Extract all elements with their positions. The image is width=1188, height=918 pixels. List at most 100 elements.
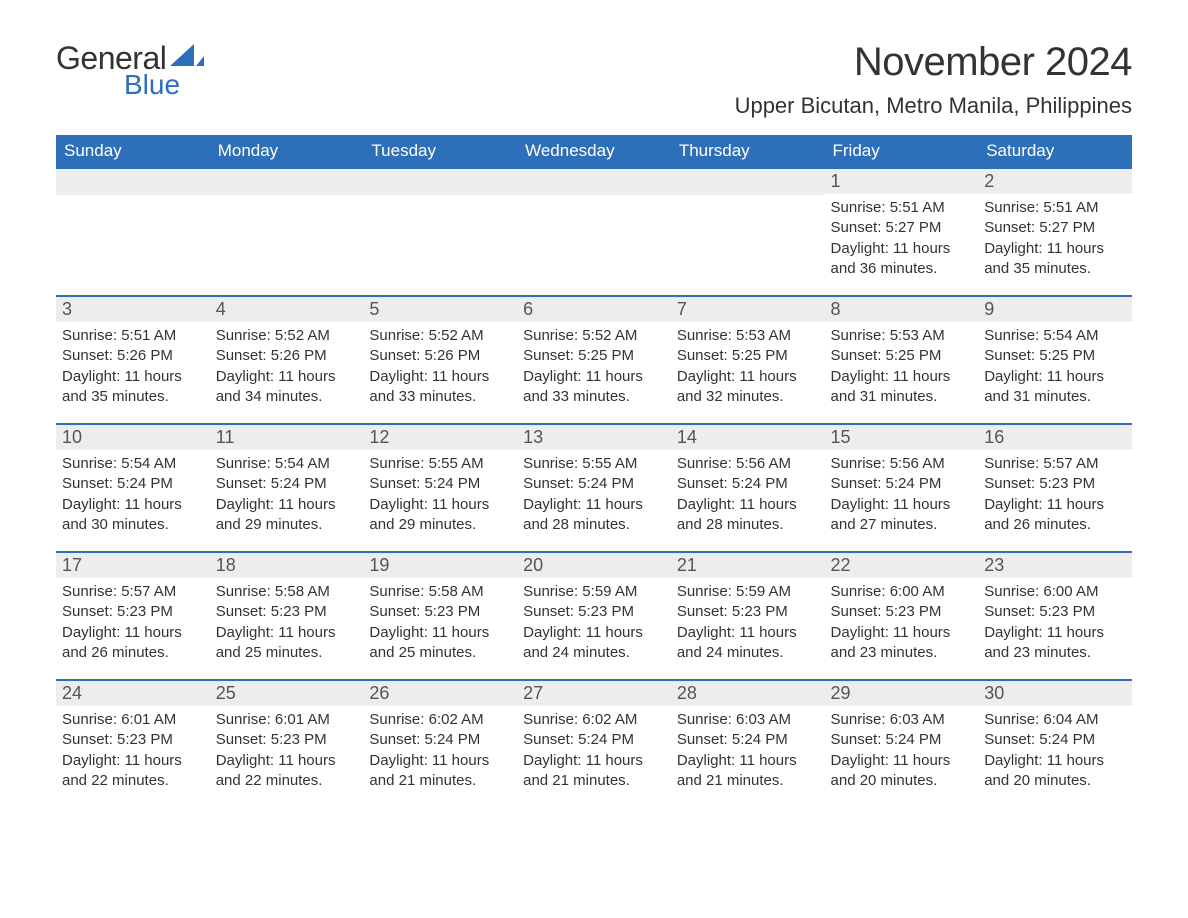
calendar-day-cell: 20Sunrise: 5:59 AMSunset: 5:23 PMDayligh… <box>517 552 671 680</box>
sunrise-text: Sunrise: 6:00 AM <box>984 582 1126 602</box>
daylight-text: Daylight: 11 hours and 31 minutes. <box>984 367 1126 408</box>
calendar-day-cell: 1Sunrise: 5:51 AMSunset: 5:27 PMDaylight… <box>825 168 979 296</box>
page-header: General Blue November 2024 Upper Bicutan… <box>56 40 1132 129</box>
sunrise-text: Sunrise: 6:02 AM <box>369 710 511 730</box>
sunrise-text: Sunrise: 5:58 AM <box>216 582 358 602</box>
sunrise-text: Sunrise: 5:52 AM <box>216 326 358 346</box>
day-details: Sunrise: 6:03 AMSunset: 5:24 PMDaylight:… <box>671 706 825 797</box>
sunset-text: Sunset: 5:25 PM <box>523 346 665 366</box>
day-details: Sunrise: 6:02 AMSunset: 5:24 PMDaylight:… <box>363 706 517 797</box>
logo: General Blue <box>56 40 204 101</box>
sunrise-text: Sunrise: 5:51 AM <box>984 198 1126 218</box>
day-details: Sunrise: 5:58 AMSunset: 5:23 PMDaylight:… <box>210 578 364 669</box>
sunset-text: Sunset: 5:27 PM <box>984 218 1126 238</box>
calendar-day-cell: 2Sunrise: 5:51 AMSunset: 5:27 PMDaylight… <box>978 168 1132 296</box>
day-details: Sunrise: 5:54 AMSunset: 5:24 PMDaylight:… <box>56 450 210 541</box>
weekday-header: Wednesday <box>517 135 671 168</box>
sunset-text: Sunset: 5:27 PM <box>831 218 973 238</box>
calendar-day-cell: 11Sunrise: 5:54 AMSunset: 5:24 PMDayligh… <box>210 424 364 552</box>
day-number: 14 <box>671 425 825 450</box>
sunset-text: Sunset: 5:23 PM <box>677 602 819 622</box>
day-details: Sunrise: 6:00 AMSunset: 5:23 PMDaylight:… <box>978 578 1132 669</box>
day-details: Sunrise: 5:54 AMSunset: 5:25 PMDaylight:… <box>978 322 1132 413</box>
daylight-text: Daylight: 11 hours and 27 minutes. <box>831 495 973 536</box>
calendar-day-cell <box>363 168 517 296</box>
day-details: Sunrise: 5:56 AMSunset: 5:24 PMDaylight:… <box>671 450 825 541</box>
weekday-header: Tuesday <box>363 135 517 168</box>
daylight-text: Daylight: 11 hours and 23 minutes. <box>831 623 973 664</box>
daylight-text: Daylight: 11 hours and 32 minutes. <box>677 367 819 408</box>
sunset-text: Sunset: 5:24 PM <box>831 474 973 494</box>
sunset-text: Sunset: 5:25 PM <box>677 346 819 366</box>
calendar-day-cell: 15Sunrise: 5:56 AMSunset: 5:24 PMDayligh… <box>825 424 979 552</box>
calendar-week-row: 3Sunrise: 5:51 AMSunset: 5:26 PMDaylight… <box>56 296 1132 424</box>
day-details: Sunrise: 5:55 AMSunset: 5:24 PMDaylight:… <box>363 450 517 541</box>
daylight-text: Daylight: 11 hours and 25 minutes. <box>369 623 511 664</box>
day-number: 17 <box>56 553 210 578</box>
calendar-day-cell: 5Sunrise: 5:52 AMSunset: 5:26 PMDaylight… <box>363 296 517 424</box>
day-details: Sunrise: 5:58 AMSunset: 5:23 PMDaylight:… <box>363 578 517 669</box>
calendar-day-cell: 16Sunrise: 5:57 AMSunset: 5:23 PMDayligh… <box>978 424 1132 552</box>
day-number: 20 <box>517 553 671 578</box>
calendar-day-cell: 26Sunrise: 6:02 AMSunset: 5:24 PMDayligh… <box>363 680 517 808</box>
sunset-text: Sunset: 5:23 PM <box>62 602 204 622</box>
sunrise-text: Sunrise: 5:55 AM <box>369 454 511 474</box>
day-number: 27 <box>517 681 671 706</box>
sunrise-text: Sunrise: 5:57 AM <box>62 582 204 602</box>
calendar-day-cell <box>517 168 671 296</box>
sunrise-text: Sunrise: 5:59 AM <box>677 582 819 602</box>
location-subtitle: Upper Bicutan, Metro Manila, Philippines <box>735 93 1132 119</box>
day-number: 7 <box>671 297 825 322</box>
daylight-text: Daylight: 11 hours and 31 minutes. <box>831 367 973 408</box>
sunset-text: Sunset: 5:26 PM <box>216 346 358 366</box>
day-number: 3 <box>56 297 210 322</box>
day-number: 24 <box>56 681 210 706</box>
sunset-text: Sunset: 5:23 PM <box>216 602 358 622</box>
day-number-empty <box>210 169 364 195</box>
calendar-day-cell: 14Sunrise: 5:56 AMSunset: 5:24 PMDayligh… <box>671 424 825 552</box>
daylight-text: Daylight: 11 hours and 22 minutes. <box>216 751 358 792</box>
calendar-day-cell: 7Sunrise: 5:53 AMSunset: 5:25 PMDaylight… <box>671 296 825 424</box>
sunset-text: Sunset: 5:23 PM <box>831 602 973 622</box>
weekday-header: Friday <box>825 135 979 168</box>
sunset-text: Sunset: 5:23 PM <box>369 602 511 622</box>
calendar-day-cell: 6Sunrise: 5:52 AMSunset: 5:25 PMDaylight… <box>517 296 671 424</box>
sunset-text: Sunset: 5:26 PM <box>369 346 511 366</box>
daylight-text: Daylight: 11 hours and 26 minutes. <box>984 495 1126 536</box>
calendar-day-cell: 9Sunrise: 5:54 AMSunset: 5:25 PMDaylight… <box>978 296 1132 424</box>
daylight-text: Daylight: 11 hours and 29 minutes. <box>216 495 358 536</box>
calendar-week-row: 24Sunrise: 6:01 AMSunset: 5:23 PMDayligh… <box>56 680 1132 808</box>
day-details: Sunrise: 6:02 AMSunset: 5:24 PMDaylight:… <box>517 706 671 797</box>
sunset-text: Sunset: 5:24 PM <box>523 474 665 494</box>
sunset-text: Sunset: 5:23 PM <box>523 602 665 622</box>
calendar-day-cell: 17Sunrise: 5:57 AMSunset: 5:23 PMDayligh… <box>56 552 210 680</box>
day-details: Sunrise: 5:59 AMSunset: 5:23 PMDaylight:… <box>671 578 825 669</box>
calendar-day-cell <box>56 168 210 296</box>
sunrise-text: Sunrise: 6:04 AM <box>984 710 1126 730</box>
day-number-empty <box>363 169 517 195</box>
day-details: Sunrise: 6:03 AMSunset: 5:24 PMDaylight:… <box>825 706 979 797</box>
sunrise-text: Sunrise: 5:54 AM <box>62 454 204 474</box>
sunrise-text: Sunrise: 6:02 AM <box>523 710 665 730</box>
calendar-day-cell: 29Sunrise: 6:03 AMSunset: 5:24 PMDayligh… <box>825 680 979 808</box>
calendar-day-cell: 27Sunrise: 6:02 AMSunset: 5:24 PMDayligh… <box>517 680 671 808</box>
day-number: 2 <box>978 169 1132 194</box>
day-number: 11 <box>210 425 364 450</box>
month-title: November 2024 <box>735 40 1132 85</box>
daylight-text: Daylight: 11 hours and 30 minutes. <box>62 495 204 536</box>
sunrise-text: Sunrise: 5:51 AM <box>831 198 973 218</box>
day-details: Sunrise: 6:00 AMSunset: 5:23 PMDaylight:… <box>825 578 979 669</box>
calendar-day-cell: 23Sunrise: 6:00 AMSunset: 5:23 PMDayligh… <box>978 552 1132 680</box>
sunrise-text: Sunrise: 6:01 AM <box>62 710 204 730</box>
daylight-text: Daylight: 11 hours and 24 minutes. <box>677 623 819 664</box>
day-details: Sunrise: 6:01 AMSunset: 5:23 PMDaylight:… <box>56 706 210 797</box>
daylight-text: Daylight: 11 hours and 34 minutes. <box>216 367 358 408</box>
day-number: 29 <box>825 681 979 706</box>
day-details: Sunrise: 5:56 AMSunset: 5:24 PMDaylight:… <box>825 450 979 541</box>
sunset-text: Sunset: 5:24 PM <box>216 474 358 494</box>
calendar-table: Sunday Monday Tuesday Wednesday Thursday… <box>56 135 1132 808</box>
daylight-text: Daylight: 11 hours and 33 minutes. <box>523 367 665 408</box>
calendar-body: 1Sunrise: 5:51 AMSunset: 5:27 PMDaylight… <box>56 168 1132 808</box>
calendar-day-cell: 25Sunrise: 6:01 AMSunset: 5:23 PMDayligh… <box>210 680 364 808</box>
calendar-day-cell: 3Sunrise: 5:51 AMSunset: 5:26 PMDaylight… <box>56 296 210 424</box>
